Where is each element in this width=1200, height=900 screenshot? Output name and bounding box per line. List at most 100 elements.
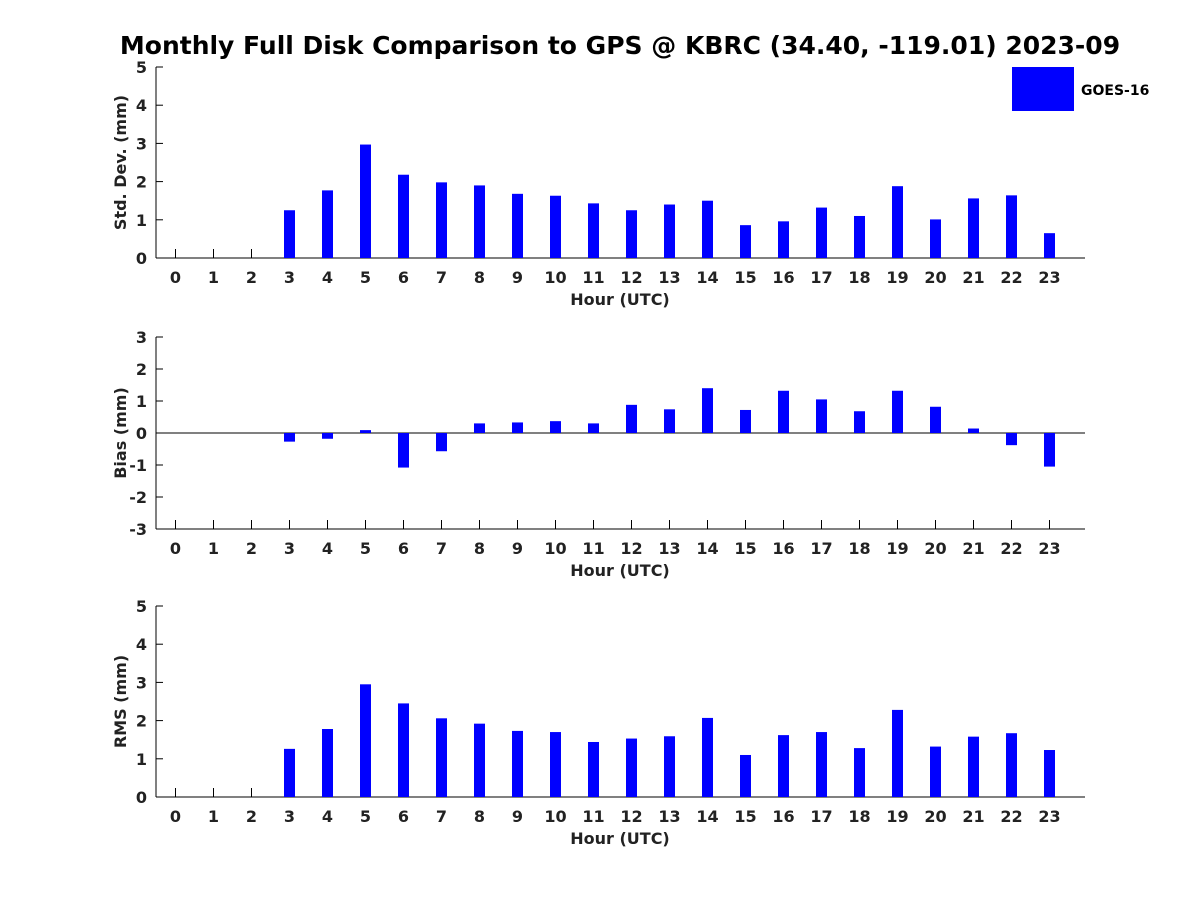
bias-bar-hour-7 xyxy=(436,433,447,452)
std-dev-x-tick-label: 19 xyxy=(886,268,908,287)
bias-bar-hour-12 xyxy=(626,404,637,433)
std-dev-bar-hour-14 xyxy=(702,200,713,258)
rms-bar-hour-13 xyxy=(664,736,675,797)
std-dev-x-tick-label: 6 xyxy=(398,268,409,287)
std-dev-y-tick-label: 3 xyxy=(136,134,147,153)
std-dev-x-tick-label: 23 xyxy=(1038,268,1060,287)
bias-x-tick-label: 6 xyxy=(398,539,409,558)
std-dev-bar-hour-22 xyxy=(1006,195,1017,258)
bias-x-tick-label: 9 xyxy=(512,539,523,558)
rms-x-tick-label: 8 xyxy=(474,807,485,826)
rms-x-axis-label: Hour (UTC) xyxy=(570,829,670,848)
bias-bar-hour-14 xyxy=(702,388,713,433)
std-dev-x-tick-label: 5 xyxy=(360,268,371,287)
std-dev-bar-hour-17 xyxy=(816,207,827,258)
bias-x-tick-label: 1 xyxy=(208,539,219,558)
bias-y-tick-label: 1 xyxy=(136,392,147,411)
chart-title: Monthly Full Disk Comparison to GPS @ KB… xyxy=(120,31,1120,60)
bias-y-tick-label: -3 xyxy=(129,520,147,539)
rms-x-tick-label: 12 xyxy=(620,807,642,826)
rms-x-tick-label: 14 xyxy=(696,807,718,826)
rms-x-tick-label: 10 xyxy=(544,807,566,826)
std-dev-bar-hour-18 xyxy=(854,215,865,258)
bias-x-tick-label: 23 xyxy=(1038,539,1060,558)
bias-x-tick-label: 10 xyxy=(544,539,566,558)
std-dev-x-tick-label: 9 xyxy=(512,268,523,287)
std-dev-x-tick-label: 22 xyxy=(1000,268,1022,287)
std-dev-y-tick-label: 1 xyxy=(136,211,147,230)
std-dev-y-axis-label: Std. Dev. (mm) xyxy=(111,95,130,230)
bias-y-tick-label: 3 xyxy=(136,328,147,347)
std-dev-bar-hour-5 xyxy=(360,144,371,258)
std-dev-y-tick-label: 4 xyxy=(136,96,147,115)
rms-x-tick-label: 0 xyxy=(170,807,181,826)
bias-bar-hour-19 xyxy=(892,390,903,433)
bias-bar-hour-6 xyxy=(398,433,409,468)
rms-y-tick-label: 4 xyxy=(136,635,147,654)
bias-x-tick-label: 8 xyxy=(474,539,485,558)
bias-bar-hour-22 xyxy=(1006,433,1017,446)
bias-bar-hour-21 xyxy=(968,428,979,433)
rms-bar-hour-22 xyxy=(1006,733,1017,797)
rms-x-tick-label: 15 xyxy=(734,807,756,826)
bias-y-tick-label: 0 xyxy=(136,424,147,443)
rms-bar-hour-10 xyxy=(550,732,561,797)
rms-x-tick-label: 20 xyxy=(924,807,946,826)
std-dev-y-tick-label: 2 xyxy=(136,173,147,192)
rms-bar-hour-19 xyxy=(892,709,903,797)
rms-bar-hour-18 xyxy=(854,748,865,797)
bias-bar-hour-13 xyxy=(664,409,675,433)
rms-x-tick-label: 16 xyxy=(772,807,794,826)
bias-bar-hour-18 xyxy=(854,411,865,433)
bias-x-tick-label: 18 xyxy=(848,539,870,558)
bias-x-axis-label: Hour (UTC) xyxy=(570,561,670,580)
rms-x-tick-label: 1 xyxy=(208,807,219,826)
bias-y-tick-label: -1 xyxy=(129,456,147,475)
bias-x-tick-label: 2 xyxy=(246,539,257,558)
bias-x-tick-label: 4 xyxy=(322,539,333,558)
std-dev-bar-hour-4 xyxy=(322,190,333,258)
std-dev-bar-hour-9 xyxy=(512,193,523,258)
rms-bar-hour-8 xyxy=(474,723,485,797)
rms-y-tick-label: 3 xyxy=(136,673,147,692)
bias-x-tick-label: 14 xyxy=(696,539,718,558)
rms-bar-hour-20 xyxy=(930,746,941,797)
std-dev-bar-hour-20 xyxy=(930,219,941,258)
rms-bar-hour-14 xyxy=(702,717,713,797)
std-dev-bar-hour-6 xyxy=(398,174,409,258)
bias-x-tick-label: 13 xyxy=(658,539,680,558)
rms-bar-hour-3 xyxy=(284,748,295,797)
bias-x-tick-label: 20 xyxy=(924,539,946,558)
bias-bar-hour-17 xyxy=(816,399,827,433)
rms-x-tick-label: 19 xyxy=(886,807,908,826)
rms-x-tick-label: 7 xyxy=(436,807,447,826)
rms-bar-hour-9 xyxy=(512,730,523,797)
rms-x-tick-label: 4 xyxy=(322,807,333,826)
rms-y-tick-label: 0 xyxy=(136,788,147,807)
bias-bar-hour-5 xyxy=(360,430,371,433)
bias-x-tick-label: 17 xyxy=(810,539,832,558)
std-dev-x-tick-label: 11 xyxy=(582,268,604,287)
rms-x-tick-label: 5 xyxy=(360,807,371,826)
std-dev-bar-hour-15 xyxy=(740,225,751,258)
bias-x-tick-label: 12 xyxy=(620,539,642,558)
legend-label-goes16: GOES-16 xyxy=(1081,83,1149,99)
std-dev-x-tick-label: 13 xyxy=(658,268,680,287)
std-dev-x-tick-label: 2 xyxy=(246,268,257,287)
std-dev-x-tick-label: 14 xyxy=(696,268,718,287)
std-dev-y-tick-label: 5 xyxy=(136,58,147,77)
bias-x-tick-label: 21 xyxy=(962,539,984,558)
rms-bar-hour-12 xyxy=(626,738,637,797)
bias-bar-hour-3 xyxy=(284,433,295,442)
rms-x-tick-label: 11 xyxy=(582,807,604,826)
rms-x-tick-label: 17 xyxy=(810,807,832,826)
legend-swatch-goes16 xyxy=(1012,67,1074,111)
bias-y-tick-label: -2 xyxy=(129,488,147,507)
rms-bar-hour-4 xyxy=(322,729,333,797)
std-dev-x-axis-label: Hour (UTC) xyxy=(570,290,670,309)
std-dev-x-tick-label: 18 xyxy=(848,268,870,287)
std-dev-x-tick-label: 4 xyxy=(322,268,333,287)
